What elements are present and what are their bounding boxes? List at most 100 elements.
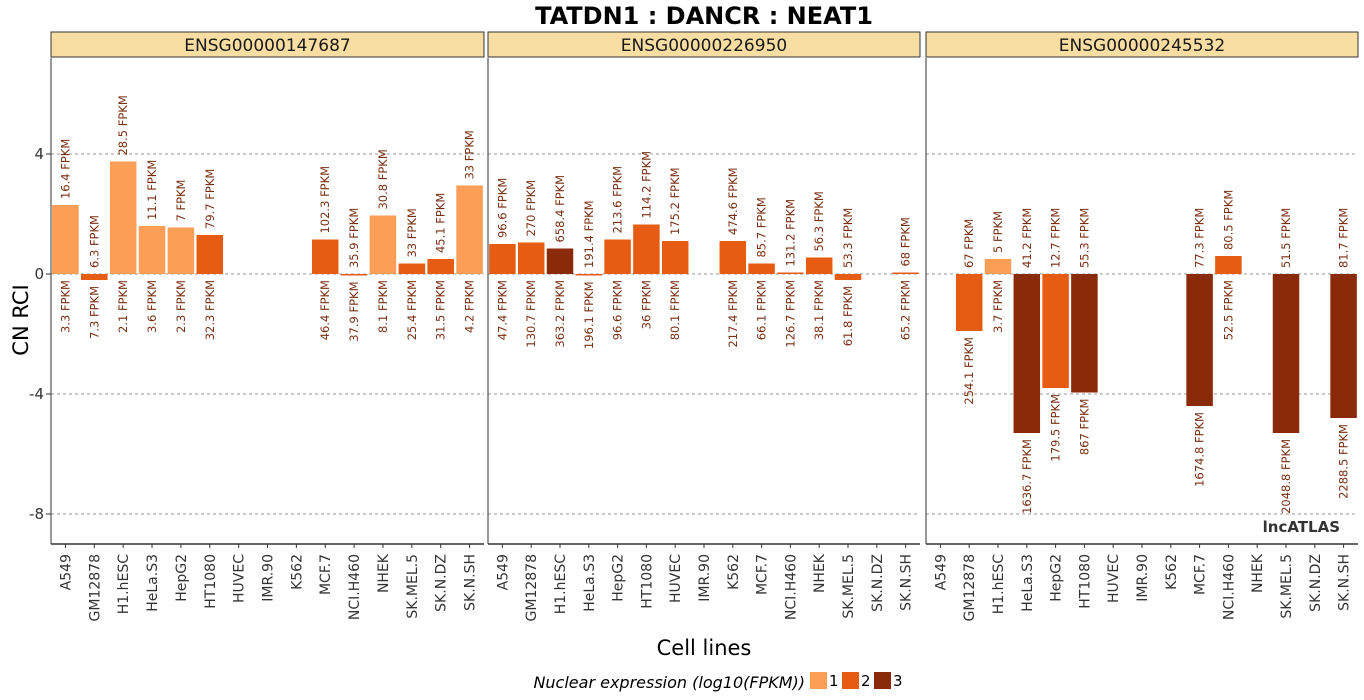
panel-3: ENSG00000245532 A549 GM12878 67 FPKM 254.1 F…	[925, 31, 1359, 621]
bar	[427, 259, 454, 274]
bar-label-top: 658.4 FPKM	[553, 175, 567, 243]
x-tick-label: HepG2	[174, 554, 190, 602]
x-tick-label: A549	[495, 554, 511, 590]
bar-label-bottom: 3.6 FPKM	[145, 280, 159, 333]
x-tick-label: HeLa.S3	[145, 554, 161, 612]
x-tick-label: A549	[933, 554, 949, 590]
bar-label-top: 79.7 FPKM	[203, 169, 217, 229]
bar	[109, 161, 137, 274]
watermark-label: lncATLAS	[1263, 518, 1340, 536]
bar-label-bottom: 1674.8 FPKM	[1193, 412, 1207, 487]
bar	[892, 272, 919, 274]
bar	[369, 215, 397, 274]
x-tick-label: H1.hESC	[991, 554, 1007, 614]
bar	[633, 224, 660, 274]
bar	[52, 205, 79, 274]
x-tick-label: K562	[726, 554, 742, 590]
y-axis-title: CN RCI	[9, 284, 33, 355]
legend-swatch	[810, 672, 827, 689]
panel-2: ENSG00000226950 A549 96.6 FPKM 47.4 FPKM GM1…	[487, 31, 921, 621]
legend-label: 3	[893, 672, 903, 690]
x-tick-label: SK.MEL.5	[405, 554, 421, 619]
panel-strip	[487, 31, 921, 58]
bar-label-bottom: 867 FPKM	[1077, 399, 1091, 456]
x-tick-label: GM12878	[962, 554, 978, 621]
bar-label-top: 131.2 FPKM	[783, 199, 797, 267]
bar-label-bottom: 2.1 FPKM	[116, 280, 130, 333]
x-tick-label: NHEK	[812, 553, 828, 593]
x-tick-label: K562	[1164, 554, 1180, 590]
bar-label-top: 175.2 FPKM	[668, 167, 682, 235]
legend-label: 2	[861, 672, 871, 690]
bar-label-top: 16.4 FPKM	[58, 139, 72, 199]
bar-label-top: 35.9 FPKM	[347, 208, 361, 268]
bar-label-bottom: 31.5 FPKM	[434, 280, 448, 340]
bar	[834, 274, 862, 280]
x-tick-label: HepG2	[611, 554, 627, 602]
x-tick-label: SK.N.SH	[899, 554, 915, 611]
x-tick-label: SK.N.DZ	[434, 554, 450, 612]
bar	[517, 242, 545, 274]
x-tick-label: MCF.7	[318, 554, 334, 595]
bar-label-bottom: 2.3 FPKM	[174, 280, 188, 333]
bar-label-bottom: 66.1 FPKM	[755, 280, 769, 340]
bar-label-top: 55.3 FPKM	[1077, 208, 1091, 268]
x-tick-label: K562	[289, 554, 305, 590]
bar	[167, 227, 195, 274]
bar-label-top: 96.6 FPKM	[495, 178, 509, 238]
bar	[1272, 274, 1300, 433]
bar-label-bottom: 126.7 FPKM	[783, 280, 797, 348]
bar-label-bottom: 46.4 FPKM	[318, 280, 332, 340]
y-tick-label: -4	[29, 385, 44, 403]
bar-label-top: 56.3 FPKM	[812, 191, 826, 251]
x-tick-label: HeLa.S3	[582, 554, 598, 612]
bar-label-top: 85.7 FPKM	[755, 197, 769, 257]
bar-label-bottom: 363.2 FPKM	[553, 280, 567, 348]
x-tick-label: NHEK	[376, 553, 392, 593]
panel-strip-label: ENSG00000226950	[621, 36, 787, 56]
bar-label-top: 270 FPKM	[524, 180, 538, 237]
bar-label-bottom: 38.1 FPKM	[812, 280, 826, 340]
bar-label-bottom: 25.4 FPKM	[405, 280, 419, 340]
legend: Nuclear expression (log10(FPKM)) 1 2 3	[533, 672, 903, 692]
x-tick-label: HUVEC	[1106, 554, 1122, 603]
panel-strip-label: ENSG00000245532	[1059, 36, 1225, 56]
bar	[777, 272, 804, 274]
bar	[719, 241, 747, 274]
bar-label-top: 53.3 FPKM	[841, 208, 855, 268]
bar	[1071, 274, 1098, 393]
x-tick-label: HT1080	[639, 554, 655, 609]
bar-label-bottom: 36 FPKM	[639, 280, 653, 329]
bar-label-top: 213.6 FPKM	[611, 166, 625, 234]
bar-label-bottom: 80.1 FPKM	[668, 280, 682, 340]
bar-label-bottom: 179.5 FPKM	[1049, 394, 1063, 462]
bar-label-bottom: 1636.7 FPKM	[1020, 439, 1034, 514]
x-tick-label: SK.MEL.5	[841, 554, 857, 619]
bar-label-bottom: 254.1 FPKM	[962, 337, 976, 405]
bar-label-top: 33 FPKM	[463, 130, 477, 179]
bar-label-bottom: 32.3 FPKM	[203, 280, 217, 340]
bar-label-bottom: 65.2 FPKM	[899, 280, 913, 340]
bar-label-top: 191.4 FPKM	[582, 200, 596, 268]
chart-title: TATDN1 : DANCR : NEAT1	[535, 2, 873, 30]
x-tick-label: SK.N.DZ	[870, 554, 886, 612]
x-tick-label: MCF.7	[1193, 554, 1209, 595]
x-tick-label: NCI.H460	[783, 554, 799, 620]
bar	[196, 235, 224, 274]
bar	[1215, 256, 1242, 274]
bar-label-top: 30.8 FPKM	[376, 149, 390, 209]
chart-panels: ENSG00000147687 A549 16.4 FPKM 3.3 FPKM GM12…	[50, 31, 1359, 621]
bar-label-top: 474.6 FPKM	[726, 167, 740, 235]
bar-label-bottom: 2048.8 FPKM	[1279, 439, 1293, 514]
bar	[546, 248, 574, 274]
panel-strip	[50, 31, 485, 58]
x-tick-label: MCF.7	[755, 554, 771, 595]
bar	[1330, 274, 1357, 418]
bar-label-bottom: 196.1 FPKM	[582, 282, 596, 350]
bar-label-top: 67 FPKM	[962, 219, 976, 268]
bar-label-top: 41.2 FPKM	[1020, 208, 1034, 268]
x-tick-label: GM12878	[524, 554, 540, 621]
y-axis-ticks: -8 -4 0 4	[29, 145, 51, 523]
bar-label-top: 80.5 FPKM	[1221, 190, 1235, 250]
panel-strip-label: ENSG00000147687	[184, 36, 350, 56]
